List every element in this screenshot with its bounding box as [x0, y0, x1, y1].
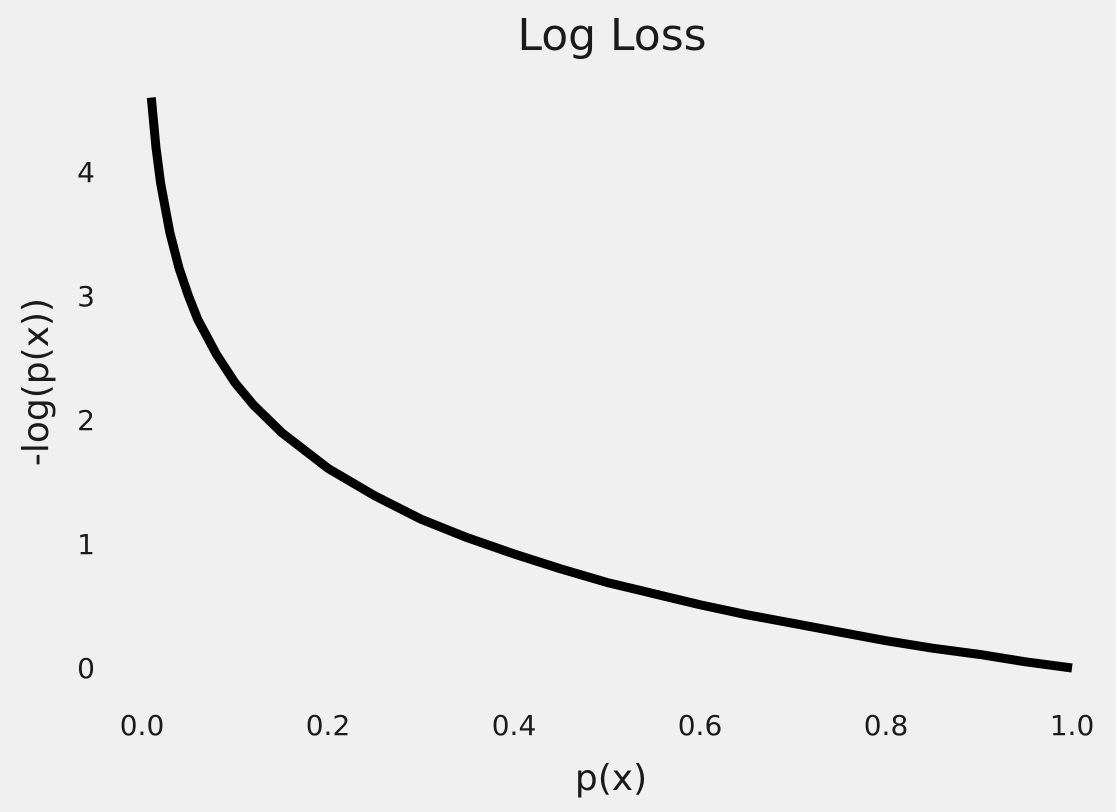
x-tick-label: 1.0 [1050, 709, 1095, 742]
series-group [146, 97, 1073, 673]
x-tick-label: 0.0 [120, 709, 165, 742]
x-tick-label: 0.4 [492, 709, 537, 742]
y-tick-label: 2 [77, 404, 95, 437]
y-tick-label: 0 [77, 652, 95, 685]
y-tick-label: 1 [77, 528, 95, 561]
x-tick-label: 0.8 [864, 709, 909, 742]
y-tick-label: 4 [77, 156, 95, 189]
x-tick-label: 0.6 [678, 709, 723, 742]
chart-title: Log Loss [517, 10, 706, 61]
y-axis-label: -log(p(x)) [16, 298, 57, 466]
x-tick-label: 0.2 [306, 709, 351, 742]
x-axis-label: p(x) [575, 758, 647, 799]
y-tick-label: 3 [77, 280, 95, 313]
series-line [146, 97, 1073, 673]
y-axis-ticks: 0 1 2 3 4 [77, 156, 95, 685]
x-axis-ticks: 0.0 0.2 0.4 0.6 0.8 1.0 [120, 709, 1095, 742]
